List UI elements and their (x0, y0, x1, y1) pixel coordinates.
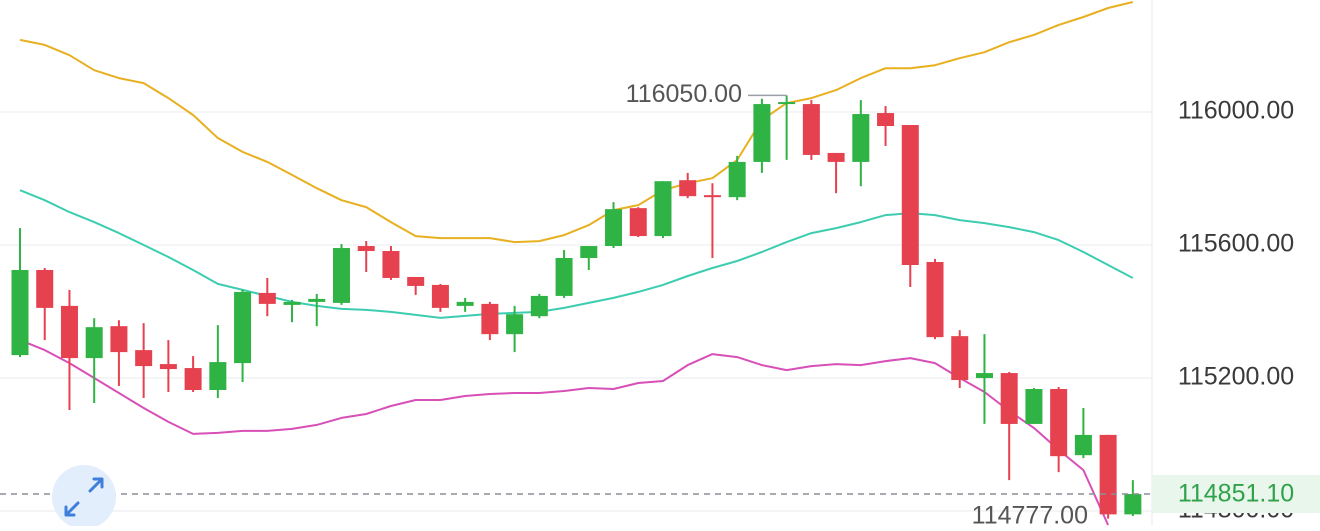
y-tick-label: 115200.00 (1178, 363, 1294, 391)
candles (11, 95, 1142, 519)
candle-body (926, 262, 944, 338)
max-marker-label: 116050.00 (626, 80, 742, 108)
candle-body (481, 303, 499, 335)
min-marker-label: 114777.00 (972, 501, 1088, 526)
candle-body (901, 125, 919, 265)
candle-body (877, 113, 895, 127)
candle-body (530, 295, 548, 317)
candle-body (382, 251, 400, 278)
last-price-box (1152, 475, 1320, 514)
candle-body (36, 269, 54, 308)
candle-body (110, 326, 128, 353)
candle-body (1050, 389, 1068, 457)
candle-body (753, 104, 771, 162)
candle-body (332, 248, 350, 303)
candle-body (802, 104, 820, 155)
candle-body (407, 276, 425, 286)
candle-body (258, 292, 276, 304)
candle-body (184, 368, 202, 391)
candle-body (951, 336, 969, 381)
candle-body (629, 208, 647, 237)
candle-body (580, 246, 598, 259)
candle-body (1074, 434, 1092, 456)
candle-body (975, 373, 993, 379)
candle-body (1025, 389, 1043, 424)
band-line (19, 339, 1110, 526)
candle-body (159, 364, 177, 370)
candle-body (555, 258, 573, 296)
y-tick-label: 115600.00 (1178, 230, 1294, 258)
candle-body (703, 195, 721, 198)
expand-circle[interactable] (52, 465, 116, 529)
candle-body (1000, 373, 1018, 424)
y-tick-label: 116000.00 (1178, 97, 1294, 125)
candle-body (308, 298, 326, 302)
candle-body (778, 102, 796, 105)
candle-body (679, 180, 697, 197)
candle-body (852, 114, 870, 162)
candle-body (431, 284, 449, 308)
candle-body (456, 301, 474, 306)
candle-body (135, 350, 153, 367)
candle-body (728, 161, 746, 198)
candle-body (234, 291, 252, 364)
candle-body (209, 362, 227, 391)
overlay: 114800.00115200.00115600.00116000.001160… (0, 80, 1320, 529)
band-line (19, 189, 1134, 319)
band-line (19, 1, 1134, 244)
indicator-lines (19, 1, 1134, 526)
candle-body (283, 301, 301, 305)
candle-body (60, 305, 78, 359)
candle-body (827, 152, 845, 162)
candle-body (11, 269, 29, 356)
candle-body (605, 209, 623, 247)
candle-body (1124, 494, 1142, 515)
expand-button[interactable] (52, 465, 116, 529)
candle-body (654, 181, 672, 237)
candle-body (357, 246, 375, 252)
candle-body (506, 314, 524, 335)
candle-body (1099, 434, 1117, 515)
expand-icon[interactable] (64, 477, 104, 517)
last-price-label: 114851.10 (1178, 480, 1294, 508)
candle-body (85, 327, 103, 359)
